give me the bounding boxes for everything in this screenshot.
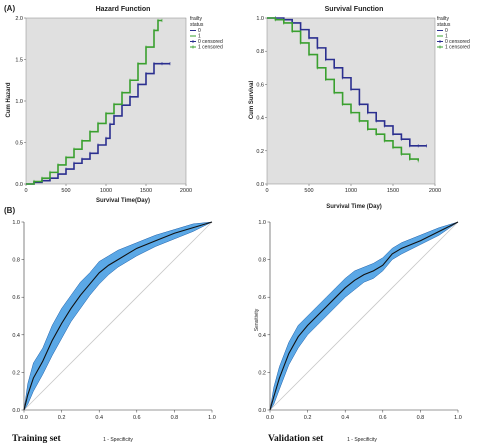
- legend-entry: 0 censored: [198, 39, 223, 45]
- validation-xlabel: 1 - Specificity: [347, 437, 377, 443]
- plot-area: [266, 17, 436, 185]
- training-set-label: Training set: [12, 434, 61, 444]
- roc-curve: [23, 221, 213, 411]
- y-tick-label: 0.6: [12, 295, 20, 301]
- hazard-legend-title-1: frailty: [190, 16, 202, 22]
- x-tick-label: 0: [24, 188, 27, 194]
- y-tick-label: 0.0: [256, 182, 264, 188]
- x-tick-label: 2000: [180, 188, 192, 194]
- x-tick-label: 0: [265, 188, 268, 194]
- series-0-line: [267, 17, 427, 147]
- x-tick-label: 0.0: [266, 415, 274, 421]
- y-tick-label: 1.0: [258, 220, 266, 226]
- legend-entry: 1: [445, 34, 448, 40]
- x-tick-label: 1.0: [208, 415, 216, 421]
- survival-chart: Survival Function Survival Time (Day) Cu…: [249, 6, 470, 210]
- reference-diagonal: [23, 221, 213, 411]
- validation-ylabel: Sensitivity: [254, 308, 260, 331]
- y-tick-label: 1.0: [12, 220, 20, 226]
- x-tick-label: 0.2: [304, 415, 312, 421]
- y-tick-label: 0.5: [15, 141, 23, 147]
- hazard-xlabel: Survival Time(Day): [96, 198, 150, 204]
- y-tick-label: 0.6: [258, 295, 266, 301]
- hazard-legend-title-2: status: [190, 22, 204, 28]
- x-tick-label: 0.2: [58, 415, 66, 421]
- hazard-ylabel: Cum Hazard: [6, 82, 12, 117]
- y-tick-label: 2.0: [15, 16, 23, 22]
- legend-entry: 0: [445, 28, 448, 34]
- y-tick-label: 0.6: [256, 82, 264, 88]
- roc-curve: [269, 221, 459, 411]
- hazard-title: Hazard Function: [96, 6, 151, 13]
- legend-entry: 1 censored: [198, 45, 223, 51]
- x-tick-label: 1.0: [454, 415, 462, 421]
- legend-entry: 0 censored: [445, 39, 470, 45]
- y-tick-label: 0.8: [258, 258, 266, 264]
- legend-entry: 0: [198, 28, 201, 34]
- survival-ylabel: Cum Survival: [249, 81, 255, 120]
- legend-entry: 1 censored: [445, 45, 470, 51]
- y-tick-label: 0.2: [12, 370, 20, 376]
- reference-diagonal: [269, 221, 459, 411]
- legend-entry: 1: [198, 34, 201, 40]
- x-tick-label: 500: [304, 188, 313, 194]
- x-tick-label: 1000: [345, 188, 357, 194]
- y-tick-label: 1.0: [15, 99, 23, 105]
- training-roc-chart: Training set 1 - Specificity 0.0 0.2 0.4 0.…: [12, 220, 216, 444]
- survival-xlabel: Survival Time (Day): [326, 204, 382, 210]
- training-xlabel: 1 - Specificity: [103, 437, 133, 443]
- y-tick-label: 0.0: [12, 408, 20, 414]
- y-tick-label: 0.0: [15, 182, 23, 188]
- validation-set-label: Validation set: [268, 434, 324, 444]
- x-tick-label: 0.0: [20, 415, 28, 421]
- x-tick-label: 1000: [100, 188, 112, 194]
- x-tick-label: 1500: [140, 188, 152, 194]
- plot-area: [25, 17, 187, 185]
- survival-title: Survival Function: [325, 6, 384, 13]
- y-tick-label: 0.8: [12, 258, 20, 264]
- y-tick-label: 0.4: [258, 333, 266, 339]
- x-tick-label: 0.4: [95, 415, 103, 421]
- x-tick-label: 1500: [387, 188, 399, 194]
- panel-label-b: (B): [4, 206, 15, 215]
- y-tick-label: 0.4: [256, 116, 264, 122]
- validation-roc-chart: Validation set 1 - Specificity Sensitivi…: [254, 220, 462, 444]
- y-tick-label: 0.0: [258, 408, 266, 414]
- panel-label-a: (A): [4, 4, 15, 13]
- survival-legend-title-1: frailty: [437, 16, 449, 22]
- x-tick-label: 500: [61, 188, 70, 194]
- y-tick-label: 0.2: [258, 370, 266, 376]
- y-tick-label: 0.4: [12, 333, 20, 339]
- y-tick-label: 1.5: [15, 58, 23, 64]
- x-tick-label: 0.8: [171, 415, 179, 421]
- survival-legend-title-2: status: [437, 22, 451, 28]
- x-tick-label: 0.8: [417, 415, 425, 421]
- y-tick-label: 0.8: [256, 49, 264, 55]
- hazard-chart: Hazard Function Survival Time(Day) Cum H…: [6, 6, 223, 204]
- x-tick-label: 0.6: [379, 415, 387, 421]
- y-tick-label: 1.0: [256, 16, 264, 22]
- x-tick-label: 0.4: [341, 415, 349, 421]
- y-tick-label: 0.2: [256, 149, 264, 155]
- x-tick-label: 2000: [429, 188, 441, 194]
- x-tick-label: 0.6: [133, 415, 141, 421]
